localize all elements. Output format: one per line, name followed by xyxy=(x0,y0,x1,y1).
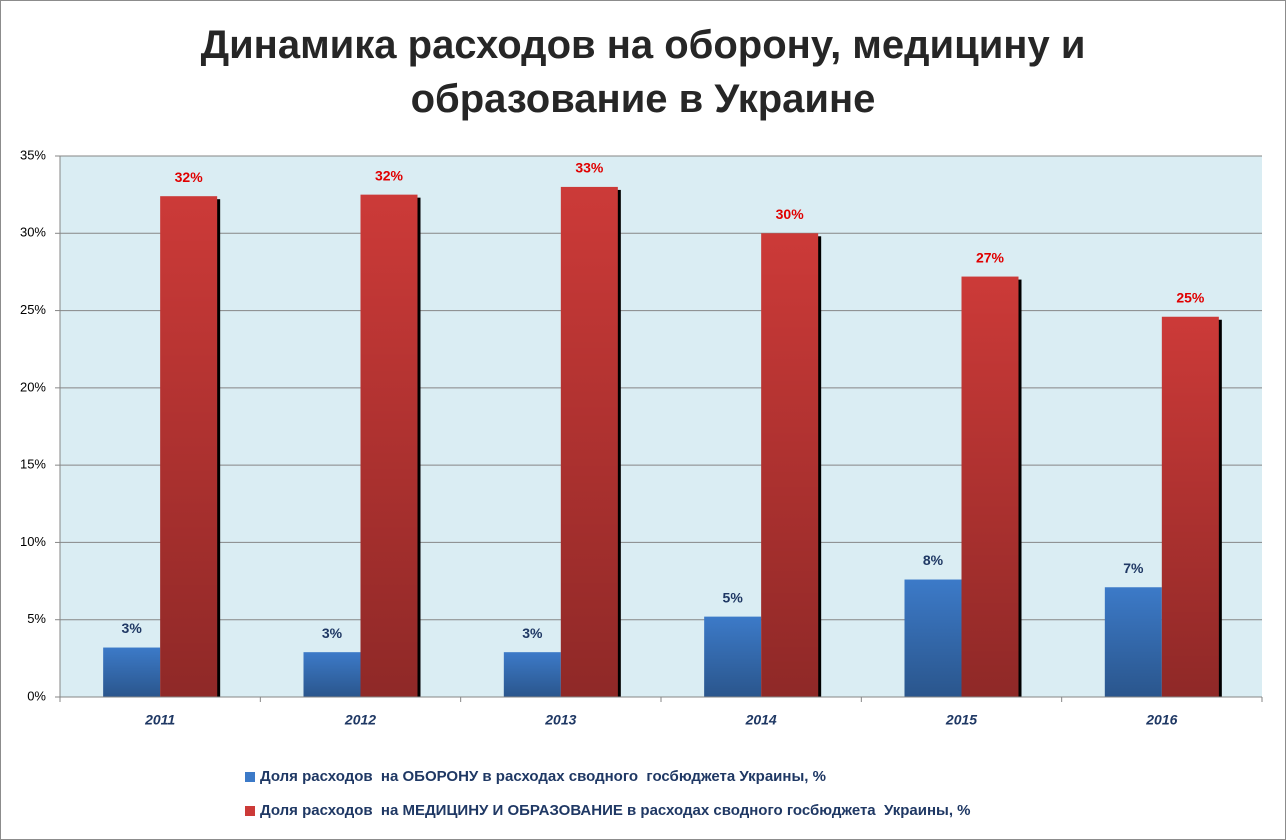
y-tick-label: 10% xyxy=(20,534,46,549)
bar-shade xyxy=(560,186,618,697)
bar-shade xyxy=(1104,587,1162,697)
y-tick-label: 15% xyxy=(20,457,46,472)
bar-shade xyxy=(360,194,418,697)
y-tick-label: 30% xyxy=(20,225,46,240)
bar-shade xyxy=(961,276,1019,697)
bar-shade xyxy=(1161,316,1219,697)
legend-label: Доля расходов на МЕДИЦИНУ И ОБРАЗОВАНИЕ … xyxy=(260,802,971,819)
value-label: 27% xyxy=(976,249,1005,265)
value-label: 30% xyxy=(776,206,805,222)
x-tick-label: 2011 xyxy=(144,712,175,728)
y-tick-label: 5% xyxy=(27,611,46,626)
value-label: 3% xyxy=(122,620,143,636)
x-tick-label: 2015 xyxy=(945,712,977,728)
value-label: 3% xyxy=(322,625,343,641)
y-tick-label: 25% xyxy=(20,302,46,317)
legend-swatch xyxy=(245,806,255,816)
bar-shade xyxy=(160,196,218,697)
legend-swatch xyxy=(245,772,255,782)
legend-label: Доля расходов на ОБОРОНУ в расходах свод… xyxy=(260,768,826,785)
bar-shade xyxy=(704,616,762,697)
chart-title: Динамика расходов на оборону, медицину и… xyxy=(200,23,1086,121)
x-tick-label: 2012 xyxy=(344,712,376,728)
value-label: 7% xyxy=(1123,560,1144,576)
bar-shade xyxy=(103,647,161,697)
bar-shade xyxy=(904,579,962,697)
value-label: 8% xyxy=(923,552,944,568)
bar-shade xyxy=(303,652,361,697)
bar-shade xyxy=(503,652,561,697)
value-label: 33% xyxy=(575,160,604,176)
x-tick-label: 2016 xyxy=(1145,712,1177,728)
y-tick-label: 0% xyxy=(27,688,46,703)
y-tick-label: 35% xyxy=(20,147,46,162)
y-tick-label: 20% xyxy=(20,379,46,394)
plot-area xyxy=(60,156,1262,697)
x-tick-label: 2013 xyxy=(544,712,576,728)
value-label: 25% xyxy=(1176,289,1205,305)
value-label: 5% xyxy=(723,589,744,605)
bar-shade xyxy=(761,233,819,698)
value-label: 3% xyxy=(522,625,543,641)
value-label: 32% xyxy=(175,169,204,185)
value-label: 32% xyxy=(375,167,404,183)
x-tick-label: 2014 xyxy=(745,712,777,728)
